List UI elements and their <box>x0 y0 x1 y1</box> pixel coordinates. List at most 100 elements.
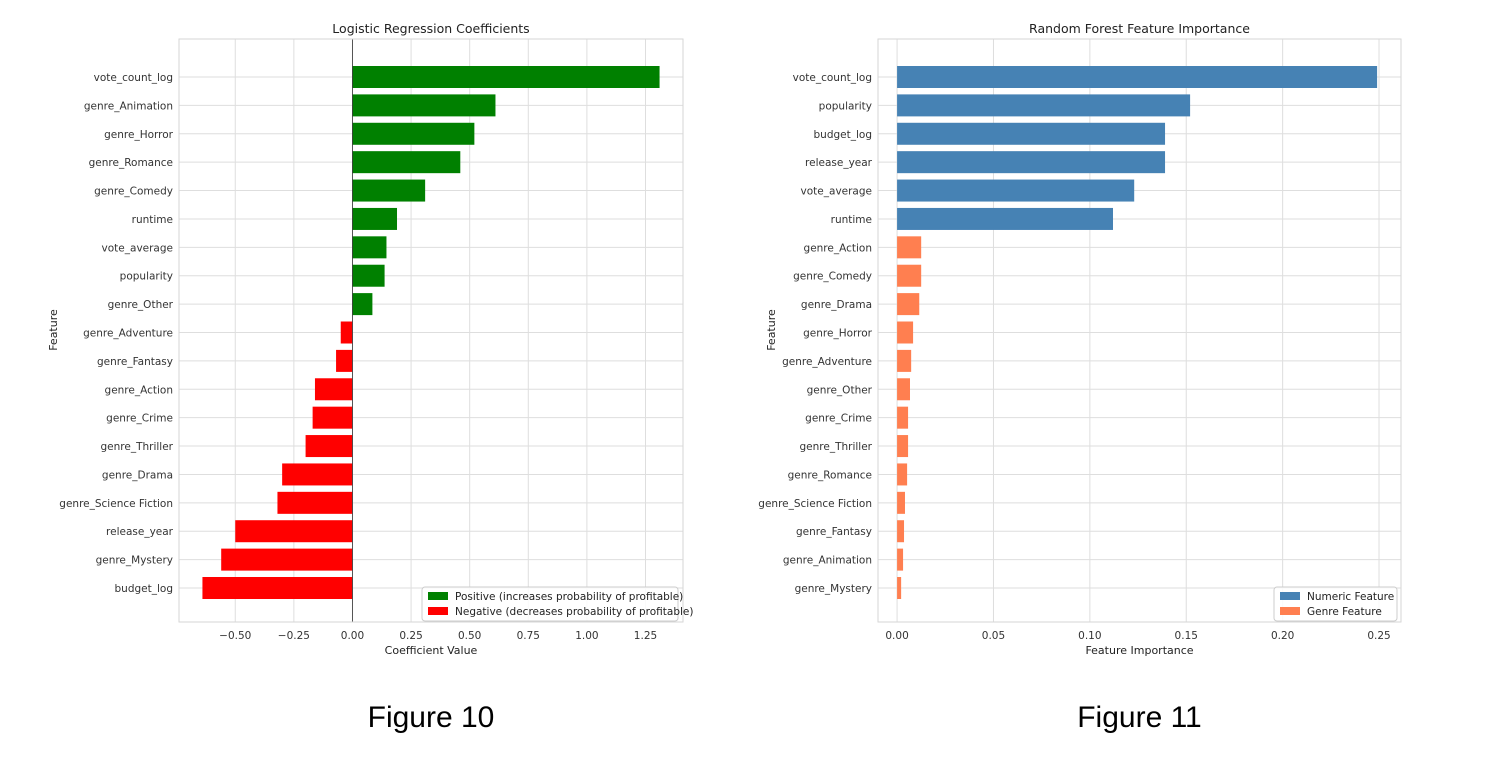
bar-genre_Thriller <box>305 435 353 458</box>
bar-genre_Comedy <box>352 179 426 202</box>
legend-swatch <box>428 592 448 600</box>
bar-genre_Thriller <box>897 435 909 458</box>
bar-vote_average <box>897 179 1135 202</box>
chart-title: Random Forest Feature Importance <box>1029 21 1250 36</box>
legend-box <box>421 586 679 622</box>
plot-frame <box>178 38 684 623</box>
legend: Positive (increases probability of profi… <box>421 586 693 622</box>
y-tick-label: genre_Comedy <box>793 271 872 283</box>
y-tick-label: genre_Crime <box>805 413 872 425</box>
y-tick-label: genre_Drama <box>102 469 173 481</box>
bar-release_year <box>897 151 1166 174</box>
bar-genre_Mystery <box>897 577 902 599</box>
y-tick-label: release_year <box>106 526 174 538</box>
y-tick-label: genre_Adventure <box>782 356 872 368</box>
y-tick-label: vote_count_log <box>94 72 173 84</box>
legend-label: Negative (decreases probability of profi… <box>455 606 693 618</box>
bar-genre_Animation <box>352 94 496 117</box>
bar-genre_Science-Fiction <box>897 491 905 514</box>
legend: Numeric Feature Genre Feature <box>1273 586 1398 622</box>
y-tick-label: genre_Action <box>804 242 872 254</box>
x-axis-label: Feature Importance <box>1085 644 1193 657</box>
y-tick-label: genre_Fantasy <box>97 356 173 368</box>
plot-frame <box>877 38 1402 623</box>
y-tick-label: genre_Mystery <box>96 555 173 567</box>
legend-swatch <box>428 607 448 615</box>
y-tick-label: budget_log <box>814 129 872 141</box>
bar-genre_Crime <box>897 406 909 429</box>
y-tick-label: genre_Romance <box>89 157 173 169</box>
y-tick-label: genre_Mystery <box>795 583 872 595</box>
logistic-regression-chart: −0.50 −0.25 0.00 0.25 0.50 0.75 1.00 1.25 vote_c… <box>47 21 693 734</box>
legend-swatch <box>1280 607 1300 615</box>
bar-budget_log <box>897 122 1166 145</box>
bar-release_year <box>235 520 353 543</box>
bar-genre_Other <box>352 293 373 316</box>
y-tick-label: popularity <box>819 100 872 112</box>
bar-genre_Drama <box>897 293 920 316</box>
bar-popularity <box>352 264 385 287</box>
x-tick-label: 0.10 <box>1078 630 1101 642</box>
x-tick-label: 0.15 <box>1175 630 1198 642</box>
figure-caption: Figure 11 <box>1077 701 1202 734</box>
bar-genre_Drama <box>282 463 353 486</box>
y-tick-label: genre_Thriller <box>800 441 873 453</box>
x-tick-label: 1.25 <box>634 630 657 642</box>
y-tick-label: genre_Thriller <box>101 441 174 453</box>
y-tick-label: genre_Science Fiction <box>758 498 872 510</box>
y-axis-label: Feature <box>47 309 60 351</box>
x-tick-label: 0.05 <box>982 630 1005 642</box>
y-tick-label: genre_Animation <box>783 555 872 567</box>
legend-label: Numeric Feature <box>1307 591 1394 603</box>
bar-genre_Animation <box>897 548 904 571</box>
legend-label: Positive (increases probability of profi… <box>455 591 683 603</box>
x-tick-label: 0.25 <box>1367 630 1390 642</box>
y-tick-label: runtime <box>132 214 173 226</box>
y-tick-label: popularity <box>120 271 173 283</box>
y-tick-label: genre_Horror <box>104 129 174 141</box>
x-tick-label: 0.20 <box>1271 630 1294 642</box>
figure-caption: Figure 10 <box>368 701 495 734</box>
x-tick-label: 0.00 <box>885 630 908 642</box>
bar-genre_Fantasy <box>336 349 353 372</box>
bar-vote_average <box>352 236 387 259</box>
y-tick-label: budget_log <box>115 583 173 595</box>
bar-runtime <box>897 207 1113 230</box>
bar-vote_count_log <box>352 66 660 88</box>
y-tick-label: genre_Other <box>108 299 174 311</box>
bar-genre_Action <box>314 378 353 401</box>
bar-genre_Adventure <box>897 349 912 372</box>
x-tick-label: 0.50 <box>458 630 481 642</box>
y-tick-label: release_year <box>805 157 873 169</box>
y-tick-label: genre_Fantasy <box>796 526 872 538</box>
bar-genre_Mystery <box>221 548 353 571</box>
bar-vote_count_log <box>897 66 1378 88</box>
bar-budget_log <box>202 577 353 599</box>
y-tick-label: runtime <box>831 214 872 226</box>
chart-title: Logistic Regression Coefficients <box>332 21 529 36</box>
bar-runtime <box>352 207 398 230</box>
bar-genre_Other <box>897 378 911 401</box>
bar-genre_Horror <box>352 122 475 145</box>
x-tick-label: 0.75 <box>517 630 540 642</box>
bar-genre_Romance <box>897 463 908 486</box>
bar-genre_Fantasy <box>897 520 905 543</box>
legend-box <box>1273 586 1398 622</box>
random-forest-chart: 0.00 0.05 0.10 0.15 0.20 0.25 vote_count_logpo… <box>758 21 1402 734</box>
x-axis-label: Coefficient Value <box>385 644 478 657</box>
y-tick-label: genre_Other <box>807 384 873 396</box>
bar-genre_Horror <box>897 321 914 344</box>
y-tick-label: genre_Animation <box>84 100 173 112</box>
bar-genre_Crime <box>312 406 353 429</box>
y-tick-label: vote_average <box>102 242 173 254</box>
y-tick-label: vote_average <box>801 186 872 198</box>
y-tick-label: genre_Comedy <box>94 186 173 198</box>
x-tick-label: 0.25 <box>399 630 422 642</box>
bar-popularity <box>897 94 1191 117</box>
y-axis-label: Feature <box>765 309 778 351</box>
y-tick-label: genre_Drama <box>801 299 872 311</box>
bar-genre_Action <box>897 236 922 259</box>
x-tick-label: 0.00 <box>341 630 364 642</box>
y-tick-label: genre_Crime <box>106 413 173 425</box>
